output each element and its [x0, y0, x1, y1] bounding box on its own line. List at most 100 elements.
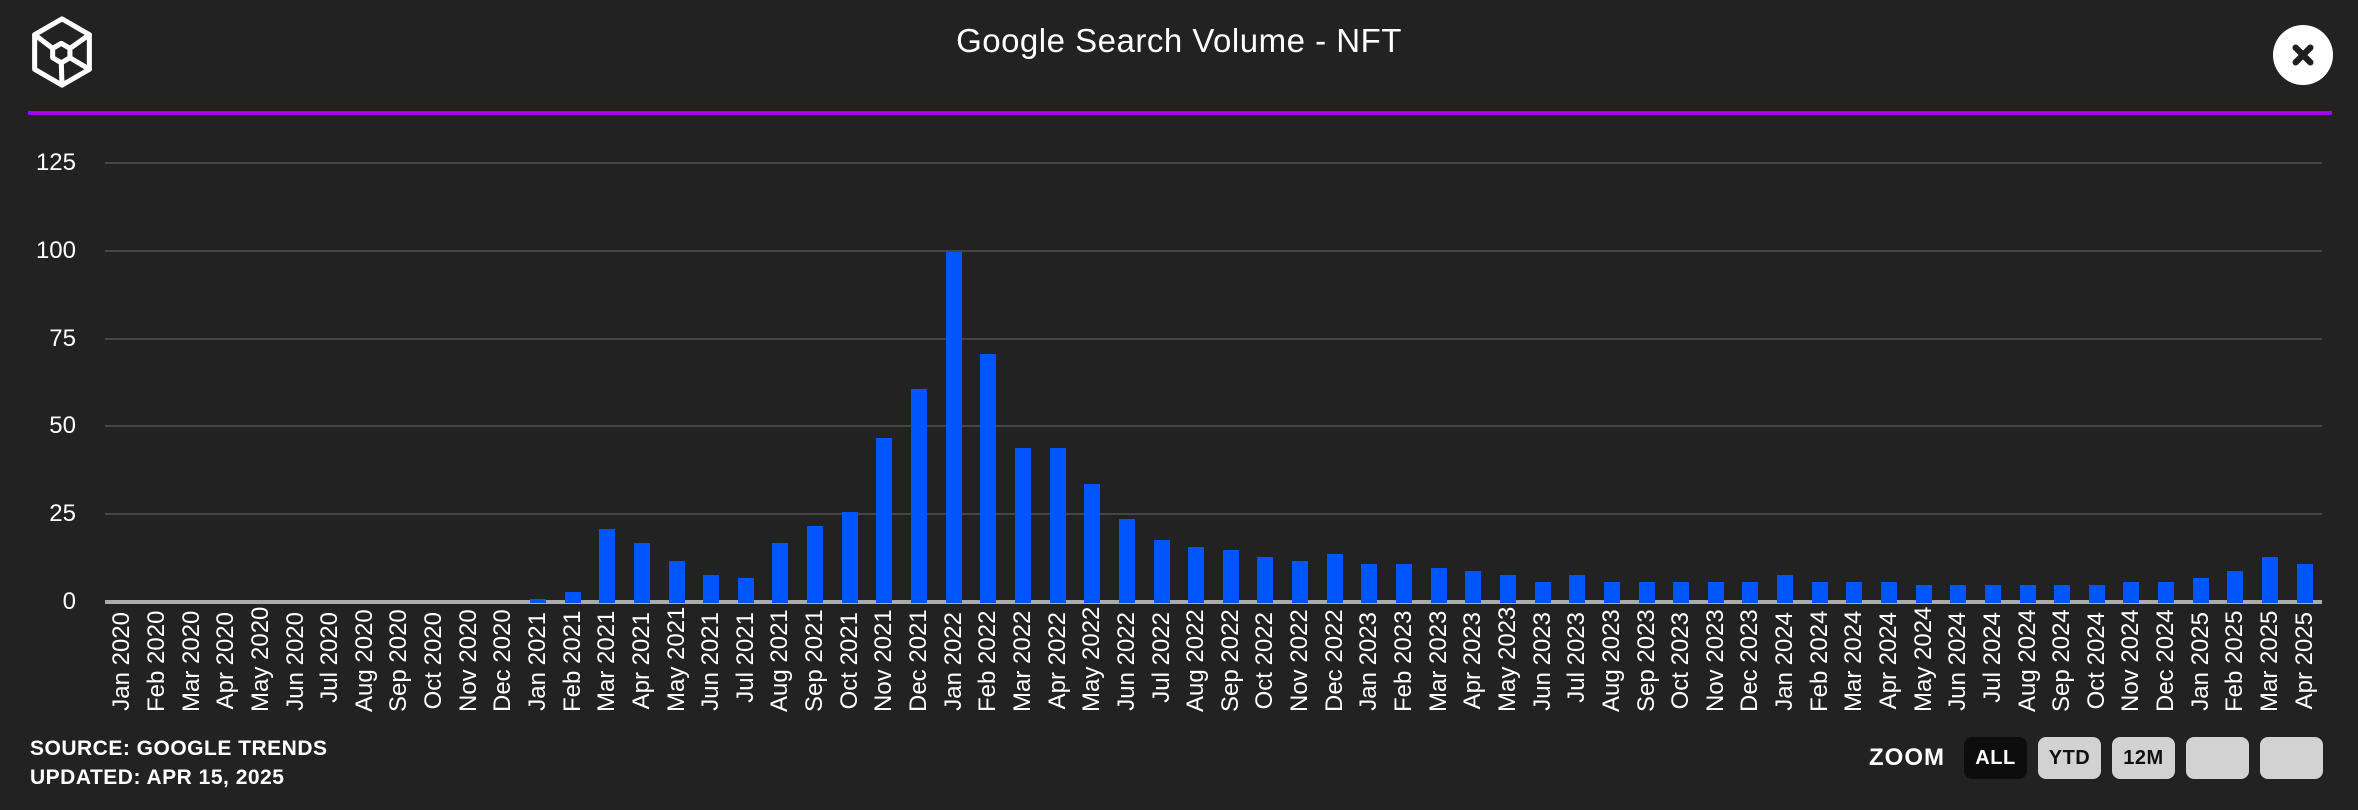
bar-sep-2021[interactable]	[807, 525, 824, 603]
bar-oct-2024[interactable]	[2088, 585, 2105, 603]
x-axis-label: Feb 2025	[2221, 610, 2249, 712]
bar-jul-2022[interactable]	[1153, 539, 1170, 603]
bar-nov-2023[interactable]	[1707, 581, 1724, 603]
bar-jan-2021[interactable]	[530, 599, 546, 603]
bar-apr-2022[interactable]	[1049, 448, 1066, 603]
bar-aug-2024[interactable]	[2019, 585, 2036, 603]
x-axis-label: Sep 2020	[385, 609, 413, 712]
header-divider	[28, 111, 2332, 115]
x-axis-label: Jan 2025	[2186, 612, 2214, 711]
x-axis-label: Sep 2021	[801, 609, 829, 712]
bar-jun-2021[interactable]	[703, 574, 720, 603]
y-axis-label: 100	[35, 236, 76, 264]
bar-oct-2022[interactable]	[1257, 557, 1274, 603]
bar-may-2024[interactable]	[1915, 585, 1932, 603]
x-axis-label: Aug 2021	[766, 609, 794, 712]
x-axis-label: May 2021	[662, 606, 690, 712]
zoom-button-empty-5[interactable]	[2260, 737, 2323, 779]
bar-mar-2025[interactable]	[2262, 557, 2279, 603]
bar-nov-2021[interactable]	[876, 437, 893, 603]
bar-apr-2024[interactable]	[1880, 581, 1897, 603]
x-axis-label: Sep 2022	[1216, 609, 1244, 712]
bar-mar-2023[interactable]	[1430, 567, 1447, 603]
x-axis-label: Jul 2022	[1147, 612, 1175, 703]
x-axis-label: Dec 2020	[489, 609, 517, 712]
x-axis-label: Aug 2023	[1597, 609, 1625, 712]
zoom-button-ytd[interactable]: YTD	[2038, 737, 2101, 779]
x-axis-label: May 2024	[1909, 606, 1937, 712]
x-axis-label: May 2023	[1493, 606, 1521, 712]
bar-jan-2023[interactable]	[1361, 564, 1378, 603]
zoom-button-12m[interactable]: 12M	[2112, 737, 2175, 779]
x-axis-label: Jan 2024	[1771, 612, 1799, 711]
x-axis-label: Feb 2022	[974, 610, 1002, 712]
bar-jun-2023[interactable]	[1534, 581, 1551, 603]
gridline	[105, 249, 2322, 252]
bar-jan-2022[interactable]	[945, 251, 962, 603]
bar-apr-2025[interactable]	[2296, 564, 2313, 603]
bar-dec-2021[interactable]	[911, 388, 928, 603]
x-axis-label: Sep 2024	[2048, 609, 2076, 712]
bar-mar-2024[interactable]	[1846, 581, 1863, 603]
bar-mar-2022[interactable]	[1014, 448, 1031, 603]
x-axis-label: Jan 2023	[1355, 612, 1383, 711]
y-axis-label: 50	[49, 412, 76, 440]
cube-logo-icon	[32, 16, 92, 88]
bar-may-2023[interactable]	[1499, 574, 1516, 603]
bar-may-2021[interactable]	[668, 560, 685, 603]
bar-feb-2023[interactable]	[1396, 564, 1413, 603]
bar-oct-2021[interactable]	[841, 511, 858, 603]
bar-feb-2024[interactable]	[1811, 581, 1828, 603]
bar-aug-2021[interactable]	[772, 543, 789, 603]
bar-apr-2023[interactable]	[1465, 571, 1482, 603]
bar-dec-2022[interactable]	[1326, 553, 1343, 603]
x-axis-label: Mar 2021	[593, 610, 621, 712]
bar-sep-2022[interactable]	[1222, 550, 1239, 603]
bar-jan-2024[interactable]	[1777, 574, 1794, 603]
bar-may-2022[interactable]	[1084, 483, 1101, 603]
x-axis-label: Aug 2020	[350, 609, 378, 712]
gridline	[105, 425, 2322, 428]
close-button[interactable]	[2273, 25, 2333, 85]
x-axis-label: Jul 2021	[731, 612, 759, 703]
bar-nov-2024[interactable]	[2123, 581, 2140, 603]
x-axis-label: Dec 2021	[905, 609, 933, 712]
zoom-button-empty-4[interactable]	[2186, 737, 2249, 779]
x-axis-label: May 2022	[1078, 606, 1106, 712]
bar-apr-2021[interactable]	[633, 543, 650, 603]
x-axis-label: Nov 2021	[870, 609, 898, 712]
bar-jul-2021[interactable]	[737, 578, 754, 603]
x-axis-label: Jul 2020	[316, 612, 344, 703]
bar-feb-2022[interactable]	[980, 353, 997, 603]
x-axis-label: Oct 2023	[1667, 612, 1695, 710]
bar-aug-2023[interactable]	[1603, 581, 1620, 603]
bar-dec-2023[interactable]	[1742, 581, 1759, 603]
bar-aug-2022[interactable]	[1188, 546, 1205, 603]
bar-nov-2022[interactable]	[1292, 560, 1309, 603]
zoom-button-all[interactable]: ALL	[1964, 737, 2027, 779]
x-axis-label: Mar 2024	[1840, 610, 1868, 712]
x-axis-label: Jun 2022	[1112, 612, 1140, 711]
bar-dec-2024[interactable]	[2158, 581, 2175, 603]
bar-jan-2025[interactable]	[2192, 578, 2209, 603]
bar-sep-2023[interactable]	[1638, 581, 1655, 603]
y-axis-label: 0	[62, 588, 76, 615]
x-axis-label: Feb 2021	[558, 610, 586, 712]
gridline	[105, 162, 2322, 164]
bar-jul-2024[interactable]	[1984, 585, 2001, 603]
close-icon	[2292, 44, 2314, 66]
bar-oct-2023[interactable]	[1673, 581, 1690, 603]
bar-mar-2021[interactable]	[599, 529, 616, 603]
bar-jun-2022[interactable]	[1118, 518, 1135, 603]
x-axis-label: Apr 2024	[1874, 612, 1902, 710]
x-axis-label: Oct 2021	[835, 612, 863, 710]
bar-sep-2024[interactable]	[2054, 585, 2071, 603]
x-axis-label: Feb 2023	[1390, 610, 1418, 712]
bar-feb-2021[interactable]	[564, 592, 581, 603]
bar-feb-2025[interactable]	[2227, 571, 2244, 603]
source-attribution: SOURCE: GOOGLE TRENDS UPDATED: APR 15, 2…	[30, 734, 328, 792]
y-axis-label: 125	[35, 149, 76, 176]
bar-jul-2023[interactable]	[1569, 574, 1586, 603]
bar-jun-2024[interactable]	[1950, 585, 1967, 603]
x-axis-label: Dec 2023	[1736, 609, 1764, 712]
